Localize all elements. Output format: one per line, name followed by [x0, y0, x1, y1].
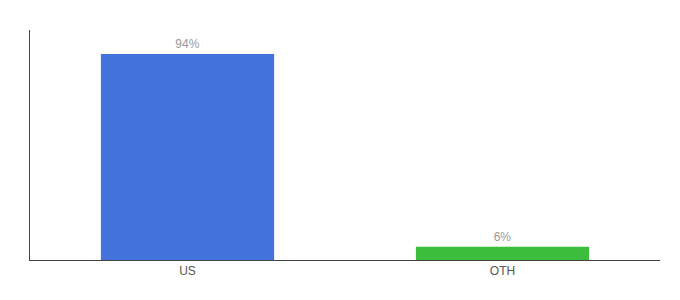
svg-text:6%: 6%	[494, 230, 512, 244]
svg-text:US: US	[179, 264, 196, 278]
svg-text:94%: 94%	[175, 37, 199, 51]
svg-text:OTH: OTH	[490, 264, 515, 278]
